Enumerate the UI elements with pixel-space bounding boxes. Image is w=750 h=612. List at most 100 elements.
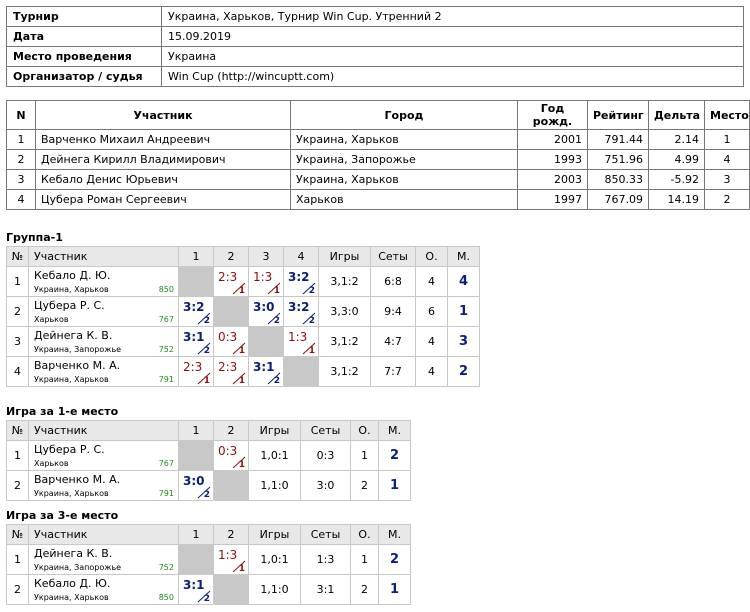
sets: 4:7 (370, 326, 416, 357)
sets: 7:7 (370, 356, 416, 387)
header-row: № Участник 1 2 Игры Сеты О. М. (6, 524, 411, 545)
participants-table: N Участник Город Год рожд. Рейтинг Дельта Мест… (6, 100, 750, 210)
score: 3:0 (253, 300, 275, 314)
sets: 3:1 (300, 574, 351, 605)
games: 1,1:0 (248, 574, 301, 605)
participant-cell: Харьков (290, 189, 518, 210)
header-cell: 3 (248, 246, 284, 267)
header-cell: М. (378, 524, 411, 545)
slash-line (197, 590, 211, 603)
score: 3:2 (288, 270, 310, 284)
player-cell: Варченко М. А. Украина, Харьков 791 (28, 356, 179, 387)
participant-cell: 3 (6, 169, 36, 190)
slash (197, 342, 211, 355)
info-value: 15.09.2019 (161, 26, 744, 47)
header-cell: 2 (213, 246, 249, 267)
player-cell: Цубера Р. С. Харьков 767 (28, 296, 179, 327)
player-row: 2 Варченко М. А. Украина, Харьков 791 3:0 2 1,… (6, 470, 411, 501)
player-rating: 791 (158, 375, 174, 384)
player-city: Украина, Харьков (34, 593, 109, 602)
info-label: Организатор / судья (6, 66, 162, 87)
participant-row: 3 Кебало Денис Юрьевич Украина, Харьков 200… (6, 169, 750, 190)
participant-cell: Украина, Запорожье (290, 149, 518, 170)
group-table: № Участник 1 2 3 4 Игры Сеты О. М. 1 Кебало Д. Ю. Ук… (6, 246, 480, 387)
info-table: Турнир Украина, Харьков, Турнир Win Cup. … (6, 6, 744, 87)
place: 4 (447, 266, 480, 297)
empty-cell (283, 356, 319, 387)
participant-cell: 4.99 (648, 149, 705, 170)
score-box: 3:1 2 (249, 357, 283, 386)
participant-cell: Украина, Харьков (290, 129, 518, 150)
participant-cell: 14.19 (648, 189, 705, 210)
row-number: 3 (6, 326, 29, 357)
score-box: 3:2 2 (284, 267, 318, 296)
participant-row: 1 Варченко Михаил Андреевич Украина, Харьк… (6, 129, 750, 150)
header-cell: Участник (28, 524, 179, 545)
header-cell: О. (350, 524, 379, 545)
group: Игра за 3-е место № Участник 1 2 Игры Сеты О. М.… (6, 508, 411, 605)
sets: 1:3 (300, 544, 351, 575)
player-cell: Кебало Д. Ю. Украина, Харьков 850 (28, 574, 179, 605)
header-cell: Дельта (648, 100, 705, 130)
player-row: 2 Кебало Д. Ю. Украина, Харьков 850 3:1 2 1,1:… (6, 574, 411, 605)
score: 3:1 (253, 360, 275, 374)
participant-row: 2 Дейнега Кирилл Владимирович Украина, Зап… (6, 149, 750, 170)
score-sub: 2 (308, 286, 315, 296)
row-number: 1 (6, 544, 29, 575)
points: 4 (415, 266, 448, 297)
sets: 3:0 (300, 470, 351, 501)
header-cell: № (6, 420, 29, 441)
header-row: № Участник 1 2 3 4 Игры Сеты О. М. (6, 246, 480, 267)
participant-cell: Украина, Харьков (290, 169, 518, 190)
place: 2 (447, 356, 480, 387)
header-cell: № (6, 524, 29, 545)
participant-cell: Кебало Денис Юрьевич (35, 169, 291, 190)
player-name: Варченко М. А. (34, 359, 121, 372)
sets: 0:3 (300, 440, 351, 471)
score-sub: 1 (238, 376, 245, 386)
header-cell: Участник (28, 246, 179, 267)
group: Игра за 1-е место № Участник 1 2 Игры Сеты О. М.… (6, 404, 411, 501)
slash-line (267, 372, 281, 385)
place: 1 (447, 296, 480, 327)
score-cell: 3:2 2 (283, 266, 319, 297)
info-label: Дата (6, 26, 162, 47)
slash (197, 372, 211, 385)
score: 0:3 (218, 330, 238, 344)
slash (197, 486, 211, 499)
empty-cell (213, 574, 249, 605)
player-row: 4 Варченко М. А. Украина, Харьков 791 2:3 1 2:… (6, 356, 480, 387)
sets: 6:8 (370, 266, 416, 297)
player-city: Харьков (34, 459, 69, 468)
score: 2:3 (183, 360, 203, 374)
player-row: 1 Кебало Д. Ю. Украина, Харьков 850 2:3 1 1:3 1… (6, 266, 480, 297)
empty-cell (178, 440, 214, 471)
games: 1,1:0 (248, 470, 301, 501)
score-box: 3:1 2 (179, 575, 213, 604)
header-cell: 1 (178, 420, 214, 441)
info-value: Win Cup (http://wincuptt.com) (161, 66, 744, 87)
points: 2 (350, 470, 379, 501)
score-box: 3:0 2 (249, 297, 283, 326)
header-cell: 2 (213, 524, 249, 545)
player-name: Дейнега К. В. (34, 547, 113, 560)
score: 3:0 (183, 474, 205, 488)
score-cell: 1:3 1 (248, 266, 284, 297)
header-cell: Игры (248, 420, 301, 441)
score: 2:3 (218, 360, 238, 374)
empty-cell (213, 470, 249, 501)
slash-line (267, 282, 281, 295)
header-cell: N (6, 100, 36, 130)
points: 4 (415, 326, 448, 357)
row-number: 1 (6, 440, 29, 471)
place: 1 (378, 470, 411, 501)
player-row: 1 Цубера Р. С. Харьков 767 0:3 1 1,0:1 0:3 1 2 (6, 440, 411, 471)
score-box: 3:0 2 (179, 471, 213, 500)
games: 1,0:1 (248, 440, 301, 471)
score-cell: 3:1 2 (178, 574, 214, 605)
score-cell: 3:0 2 (248, 296, 284, 327)
empty-cell (178, 266, 214, 297)
score-cell: 1:3 1 (213, 544, 249, 575)
player-cell: Дейнега К. В. Украина, Запорожье 752 (28, 326, 179, 357)
